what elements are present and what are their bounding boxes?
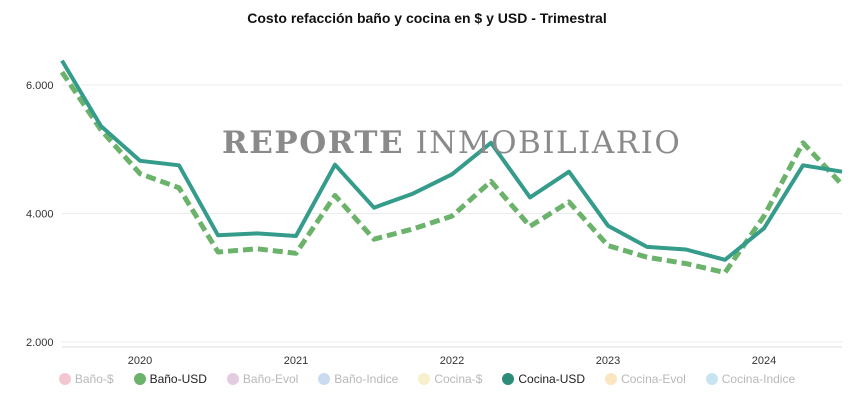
legend-item[interactable]: Baño-Evol [226,372,299,386]
tick-layer: 2.000 4.000 6.000 2020 2021 2022 2023 2024 [26,80,776,367]
y-tick-label: 2.000 [26,337,54,349]
legend-label: Baño-$ [74,372,114,386]
y-tick-label: 6.000 [26,80,54,92]
watermark-bold-text: REPORTE [222,125,405,161]
legend-label: Cocina-Indice [721,372,796,386]
legend-item[interactable]: Cocina-Evol [605,372,686,386]
legend-label: Baño-Indice [334,372,399,386]
chart-legend: Baño-$ Baño-USD Baño-Evol Baño-Indice Cocina… [0,372,854,386]
legend-label: Cocina-USD [518,372,586,386]
chart-title: Costo refacción baño y cocina en $ y USD… [247,10,607,26]
legend-item[interactable]: Baño-USD [133,372,207,386]
legend-marker [133,373,146,385]
y-tick-label: 4.000 [26,208,54,220]
legend-label: Baño-USD [149,372,207,386]
legend-marker [705,373,718,385]
legend-label: Cocina-Evol [621,372,686,386]
legend-item[interactable]: Cocina-$ [418,372,482,386]
x-tick-label: 2020 [128,355,152,367]
x-tick-label: 2024 [752,355,776,367]
legend-marker [318,373,331,385]
watermark-logo: REPORTE INMOBILIARIO [222,125,681,161]
legend-item[interactable]: Baño-Indice [318,372,398,386]
watermark-light-text: INMOBILIARIO [415,125,682,161]
series-line-ba-o-usd[interactable] [59,70,844,276]
legend-marker [502,373,515,385]
series-layer [59,59,844,276]
legend-marker [58,373,71,385]
legend-marker [226,373,239,385]
series-line-cocina-usd[interactable] [60,59,843,262]
legend-marker [418,373,431,385]
legend-marker [605,373,618,385]
x-tick-label: 2022 [440,355,464,367]
x-tick-label: 2023 [596,355,620,367]
legend-item[interactable]: Cocina-Indice [705,372,796,386]
legend-label: Cocina-$ [434,372,483,386]
legend-item[interactable]: Baño-$ [58,372,114,386]
legend-item[interactable]: Cocina-USD [502,372,585,386]
legend-label: Baño-Evol [242,372,299,386]
x-tick-label: 2021 [284,355,308,367]
